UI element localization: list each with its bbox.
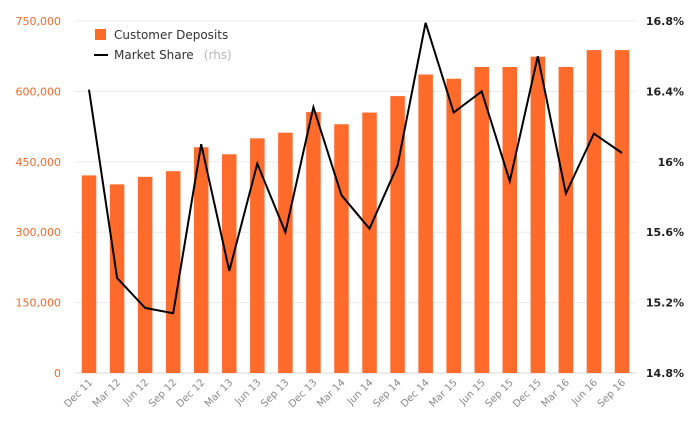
bar-mar-16 [558, 66, 574, 374]
right-tick-label: 14.8% [646, 367, 684, 380]
x-tick-label: Dec 13 [287, 377, 320, 410]
bar-sep-16 [614, 50, 630, 374]
bar-mar-15 [446, 78, 461, 373]
x-tick-label: Jun 14 [345, 377, 376, 408]
bar-sep-13 [278, 132, 293, 373]
left-tick-label: 450,000 [16, 156, 62, 169]
legend-swatch-customer-deposits [95, 29, 106, 40]
grid-lines [75, 20, 636, 374]
left-tick-label: 300,000 [16, 226, 62, 239]
right-tick-label: 16.4% [646, 85, 684, 98]
x-tick-label: Jun 16 [569, 377, 600, 408]
right-tick-label: 16.8% [646, 15, 684, 28]
bar-dec-13 [306, 112, 321, 374]
legend-label-customer-deposits: Customer Deposits [114, 28, 228, 42]
x-tick-label: Mar 12 [91, 377, 123, 409]
bar-sep-12 [165, 171, 181, 373]
right-tick-label: 16% [658, 156, 684, 169]
x-tick-label: Sep 16 [596, 377, 628, 409]
left-tick-label: 0 [54, 367, 61, 380]
x-tick-label: Dec 15 [511, 377, 544, 410]
bar-dec-12 [193, 147, 209, 373]
x-tick-label: Jun 12 [120, 377, 151, 408]
bar-jun-13 [250, 138, 265, 373]
left-tick-label: 750,000 [16, 15, 62, 28]
market-share-polyline [88, 22, 623, 315]
x-tick-label: Jun 13 [233, 377, 264, 408]
left-axis: 0 150,000 300,000 450,000 600,000 750,000 [16, 15, 62, 380]
x-tick-label: Mar 13 [203, 377, 235, 409]
right-tick-label: 15.2% [646, 297, 684, 310]
left-tick-label: 600,000 [16, 85, 62, 98]
x-tick-label: Sep 14 [371, 377, 403, 409]
bar-sep-15 [502, 66, 518, 374]
bar-sep-14 [390, 96, 405, 374]
x-tick-label: Dec 14 [399, 377, 432, 410]
bar-dec-14 [418, 74, 433, 373]
legend-label-market-share: Market Share (rhs) [114, 44, 232, 63]
bar-jun-14 [362, 112, 377, 374]
bar-jun-16 [586, 50, 602, 374]
right-axis: 14.8% 15.2% 15.6% 16% 16.4% 16.8% [646, 15, 684, 380]
legend-market-share-name: Market Share [114, 48, 194, 62]
deposits-bars [81, 50, 630, 374]
x-tick-label: Mar 15 [427, 377, 459, 409]
bar-mar-13 [222, 154, 237, 373]
x-tick-label: Dec 12 [175, 377, 208, 410]
legend: Customer Deposits Market Share (rhs) [94, 28, 232, 63]
x-tick-label: Jun 15 [457, 377, 488, 408]
x-tick-label: Sep 15 [484, 377, 516, 409]
x-tick-label: Sep 13 [259, 377, 291, 409]
market-share-line [88, 22, 623, 315]
bar-mar-14 [334, 124, 349, 374]
right-tick-label: 15.6% [646, 226, 684, 239]
x-tick-label: Sep 12 [147, 377, 179, 409]
bar-jun-12 [137, 176, 153, 373]
left-tick-label: 150,000 [16, 297, 62, 310]
x-tick-label: Mar 16 [540, 377, 572, 409]
bar-dec-15 [530, 56, 546, 373]
x-tick-label: Mar 14 [315, 377, 347, 409]
bar-dec-11 [81, 175, 97, 373]
bar-jun-15 [474, 66, 489, 374]
legend-market-share-suffix: (rhs) [204, 48, 232, 62]
x-tick-label: Dec 11 [62, 377, 95, 410]
